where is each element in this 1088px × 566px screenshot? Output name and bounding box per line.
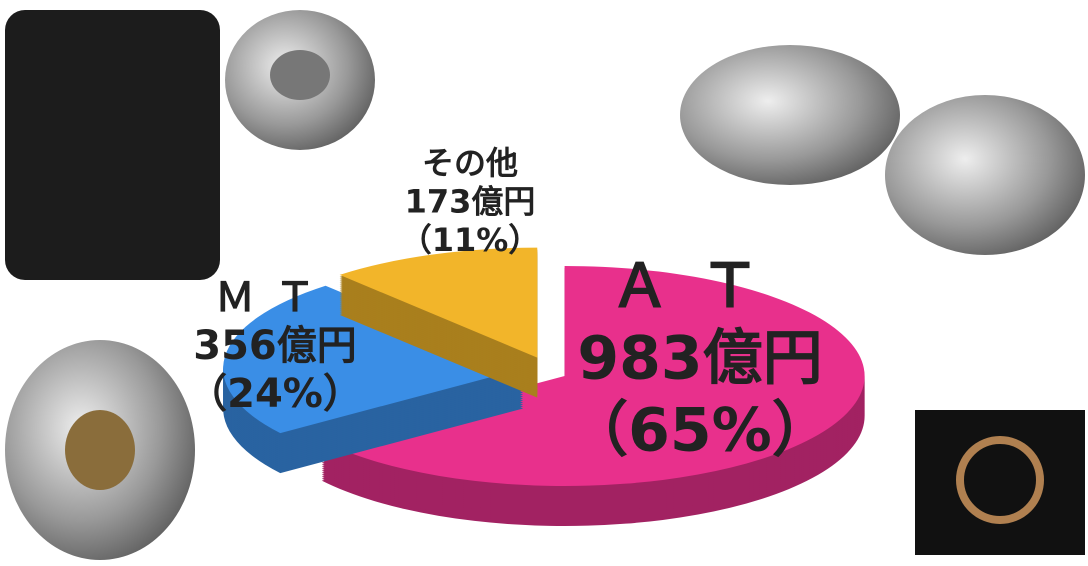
pie [223,247,865,526]
share-label: （65%） [568,396,832,466]
clutch-hub [270,50,330,100]
share-label: （11%） [400,221,541,259]
category-label: その他 [422,144,518,182]
converter-photo [680,45,900,185]
value-label: 983億円 [577,324,822,394]
plate-ring [956,436,1044,524]
transmission-photo [5,10,220,280]
product-photos [5,10,1085,560]
pressure-plate-hub [65,410,135,490]
value-label: 356億円 [193,323,357,369]
category-label: ＡＴ [610,252,790,322]
category-label: ＭＴ [215,275,335,321]
value-label: 173億円 [405,182,536,220]
pie-slice [339,247,538,358]
plates-photo [915,410,1085,555]
clutch-cover-photo [885,95,1085,255]
share-label: （24%） [187,371,363,417]
pie-slice [321,265,865,486]
pie-slice [223,285,524,434]
